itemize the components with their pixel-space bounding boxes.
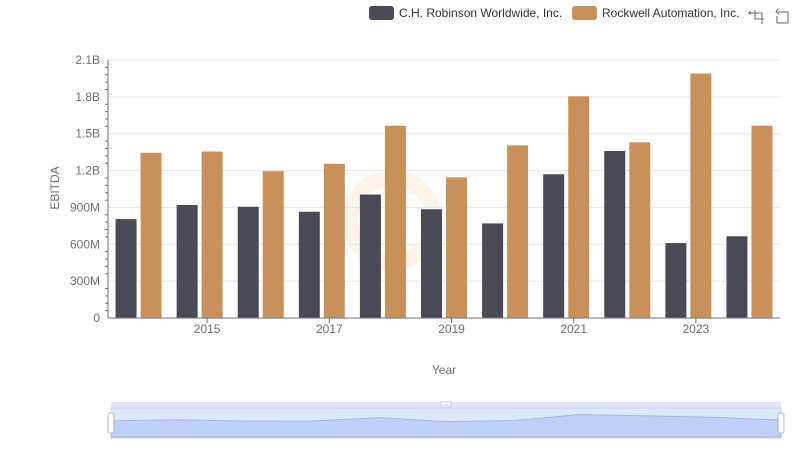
y-tick-label: 600M xyxy=(70,237,100,251)
bar-ch-robinson-2015[interactable] xyxy=(176,204,198,318)
bar-rockwell-2021[interactable] xyxy=(568,96,590,318)
y-tick-label: 1.2B xyxy=(75,164,100,178)
bar-rockwell-2022[interactable] xyxy=(629,142,651,318)
bar-rockwell-2014[interactable] xyxy=(140,152,162,318)
bar-rockwell-2023[interactable] xyxy=(690,73,712,318)
y-tick-label: 900M xyxy=(70,200,100,214)
bar-rockwell-2019[interactable] xyxy=(446,177,467,318)
bar-ch-robinson-2017[interactable] xyxy=(298,211,320,318)
legend-label: Rockwell Automation, Inc. xyxy=(602,6,739,20)
legend-item-rockwell[interactable]: Rockwell Automation, Inc. xyxy=(572,6,739,20)
y-tick-label: 1.5B xyxy=(75,127,100,141)
y-tick-label: 1.8B xyxy=(75,90,100,104)
y-tick-label: 2.1B xyxy=(75,53,100,67)
bar-ch-robinson-2023[interactable] xyxy=(665,243,687,318)
bar-ch-robinson-2016[interactable] xyxy=(237,206,259,318)
x-axis-title: Year xyxy=(432,363,456,377)
bar-ch-robinson-2021[interactable] xyxy=(543,174,565,318)
bar-ch-robinson-2014[interactable] xyxy=(115,219,137,318)
bar-ch-robinson-2020[interactable] xyxy=(482,223,504,318)
y-axis-title: EBITDA xyxy=(48,166,62,209)
y-tick-label: 300M xyxy=(70,274,100,288)
restore-icon[interactable] xyxy=(775,8,789,24)
bars xyxy=(115,73,773,318)
data-zoom-slider[interactable] xyxy=(107,401,785,439)
bar-ch-robinson-2024[interactable] xyxy=(726,236,748,318)
bar-rockwell-2024[interactable] xyxy=(751,125,773,318)
x-tick-label: 2019 xyxy=(438,322,465,336)
bar-rockwell-2016[interactable] xyxy=(262,171,284,318)
bar-rockwell-2018[interactable] xyxy=(384,125,406,318)
bar-ch-robinson-2022[interactable] xyxy=(604,150,626,318)
data-zoom-right-handle[interactable] xyxy=(777,412,785,434)
x-tick-label: 2017 xyxy=(316,322,343,336)
bar-ch-robinson-2019[interactable] xyxy=(421,209,442,318)
data-zoom-preview-area xyxy=(110,413,782,438)
x-tick-label: 2015 xyxy=(194,322,221,336)
legend-item-ch-robinson[interactable]: C.H. Robinson Worldwide, Inc. xyxy=(369,6,562,20)
legend-swatch xyxy=(572,6,597,20)
bar-rockwell-2017[interactable] xyxy=(323,163,345,318)
data-zoom-left-handle[interactable] xyxy=(107,412,115,434)
bar-ch-robinson-2018[interactable] xyxy=(359,194,381,318)
legend: C.H. Robinson Worldwide, Inc. Rockwell A… xyxy=(369,6,739,20)
data-zoom-selected-range xyxy=(111,408,781,438)
legend-label: C.H. Robinson Worldwide, Inc. xyxy=(399,6,562,20)
legend-swatch xyxy=(369,6,394,20)
bar-rockwell-2015[interactable] xyxy=(201,151,223,318)
axes: 0 300M 600M 900M 1.2B 1.5B 1.8B 2.1B 2015 2017 201… xyxy=(70,53,780,336)
data-zoom-move-handle[interactable] xyxy=(440,401,452,408)
bar-rockwell-2020[interactable] xyxy=(507,145,529,318)
zoom-select-icon[interactable] xyxy=(748,10,764,24)
x-tick-label: 2023 xyxy=(683,322,710,336)
x-tick-label: 2021 xyxy=(560,322,587,336)
y-tick-label: 0 xyxy=(93,311,100,325)
